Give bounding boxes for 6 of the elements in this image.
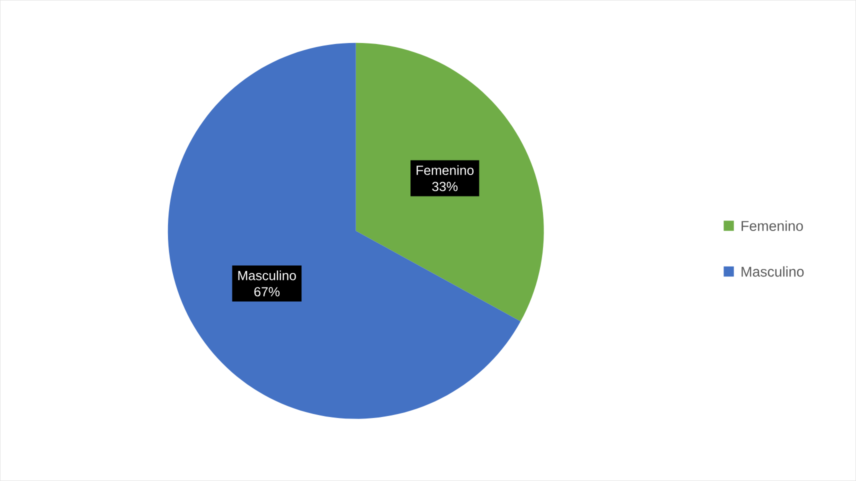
legend-label: Femenino — [742, 220, 803, 231]
data-label: 67% — [254, 287, 280, 296]
data-label: 33% — [432, 182, 458, 192]
slice-label: Femenino — [416, 165, 474, 175]
legend-label: Masculino — [742, 266, 804, 277]
slice-label: Masculino — [238, 270, 296, 280]
